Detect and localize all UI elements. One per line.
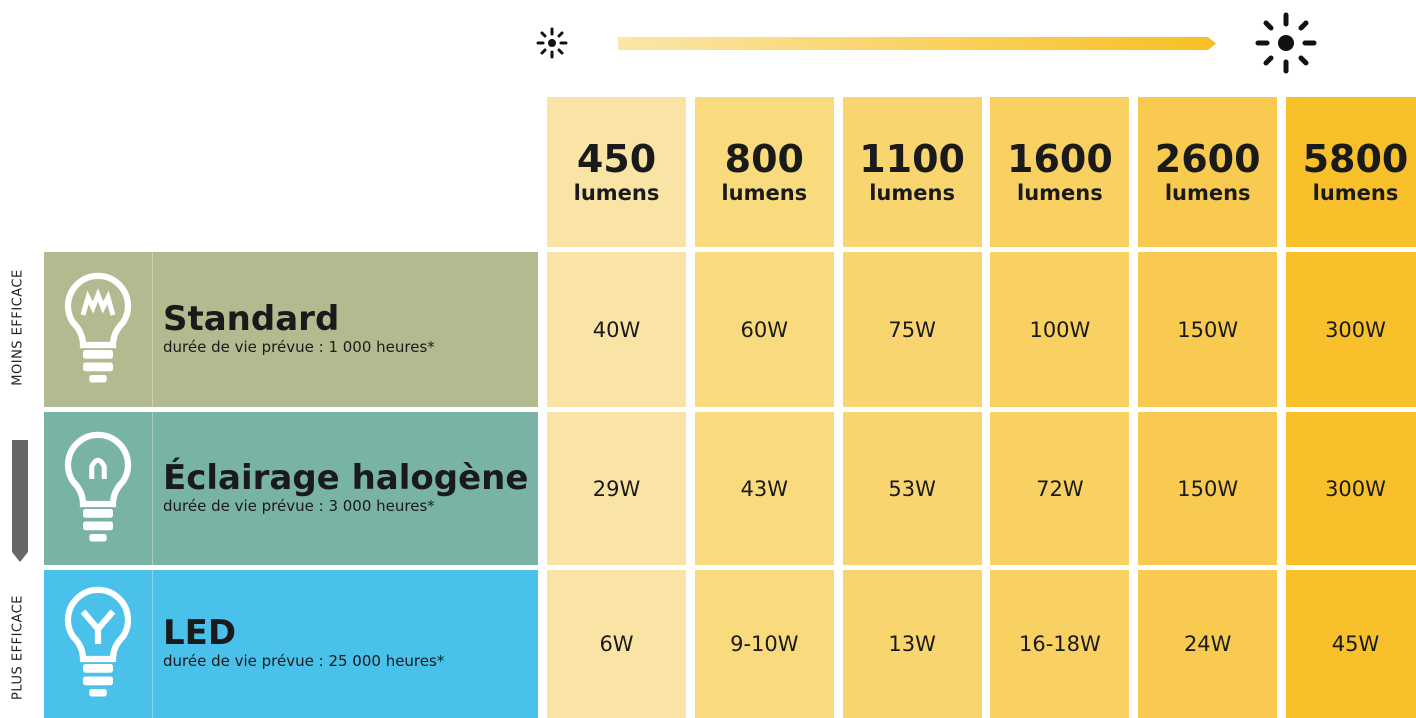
row-text: Éclairage halogène durée de vie prévue : … (163, 459, 533, 515)
column-header: 450 lumens (547, 97, 686, 247)
lumens-unit: lumens (721, 181, 808, 205)
lumens-value: 5800 (1302, 137, 1409, 181)
wattage-cell: 40W (547, 252, 686, 407)
wattage-cell: 6W (547, 570, 686, 718)
row-text: LED durée de vie prévue : 25 000 heures* (163, 614, 533, 670)
wattage-cell: 100W (990, 252, 1130, 407)
row-name: Standard (163, 298, 340, 339)
wattage-cell: 75W (842, 252, 982, 407)
lumens-value: 1600 (1007, 137, 1113, 181)
wattage-cell: 150W (1138, 252, 1278, 407)
row-label: Éclairage halogène durée de vie prévue : … (44, 412, 538, 565)
row-name: LED (163, 613, 237, 653)
efficiency-arrow (12, 440, 28, 562)
row-name: Éclairage halogène (163, 457, 529, 498)
row-text: Standard durée de vie prévue : 1 000 heur… (163, 300, 533, 356)
wattage-cell: 53W (842, 412, 982, 565)
column-header: 1600 lumens (990, 97, 1130, 247)
lumens-unit: lumens (1164, 181, 1251, 205)
lumens-unit: lumens (573, 181, 660, 205)
arrow (618, 37, 1216, 50)
lumens-value: 2600 (1154, 137, 1261, 181)
divider (152, 412, 153, 565)
wattage-cell: 60W (694, 252, 834, 407)
bulb-icon (64, 431, 132, 541)
wattage-cell: 24W (1138, 570, 1278, 718)
wattage-cell: 300W (1286, 412, 1416, 565)
wattage-cell: 43W (694, 412, 834, 565)
column-header: 800 lumens (694, 97, 834, 247)
wattage-cell: 16-18W (990, 570, 1130, 718)
lumens-unit: lumens (869, 181, 955, 205)
wattage-cell: 13W (842, 570, 982, 718)
divider (152, 570, 153, 718)
row-life: durée de vie prévue : 25 000 heures* (163, 652, 445, 670)
lumens-value: 450 (576, 137, 657, 181)
bulb-icon (64, 272, 132, 382)
row-life: durée de vie prévue : 1 000 heures* (163, 337, 435, 356)
sun-small (536, 27, 568, 59)
column-header: 5800 lumens (1286, 97, 1416, 247)
row-label: LED durée de vie prévue : 25 000 heures* (44, 570, 538, 718)
lumens-unit: lumens (1312, 181, 1399, 205)
lumens-value: 800 (724, 137, 804, 181)
wattage-cell: 150W (1138, 412, 1278, 565)
wattage-cell: 300W (1286, 252, 1416, 407)
column-header: 2600 lumens (1138, 97, 1278, 247)
lumens-value: 1100 (859, 137, 965, 181)
sun-large (1255, 12, 1317, 74)
wattage-cell: 72W (990, 412, 1130, 565)
wattage-cell: 9-10W (694, 570, 834, 718)
bulb-icon (64, 586, 132, 697)
side-label-top: MOINS EFFICACE (10, 269, 26, 386)
lumens-unit: lumens (1017, 181, 1103, 205)
row-label: Standard durée de vie prévue : 1 000 heur… (44, 252, 538, 407)
wattage-cell: 29W (547, 412, 686, 565)
divider (152, 252, 153, 407)
side-label-bottom: PLUS EFFICACE (10, 595, 26, 700)
brightness-scale (536, 12, 1317, 74)
row-life: durée de vie prévue : 3 000 heures* (163, 496, 435, 515)
column-header: 1100 lumens (842, 97, 982, 247)
wattage-cell: 45W (1286, 570, 1416, 718)
